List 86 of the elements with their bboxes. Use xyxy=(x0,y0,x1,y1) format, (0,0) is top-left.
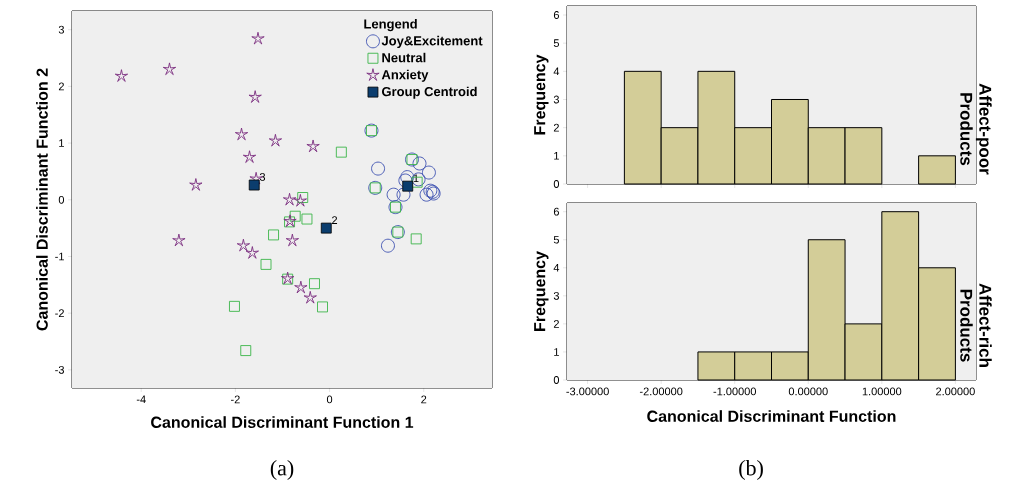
legend-label: Neutral xyxy=(382,52,426,63)
point xyxy=(172,233,186,247)
point xyxy=(303,290,317,304)
y-tick-label: 0 xyxy=(553,180,560,188)
point xyxy=(240,345,252,357)
point xyxy=(289,210,301,222)
y-tick-label: -2 xyxy=(55,309,64,317)
point xyxy=(421,165,436,180)
point xyxy=(162,62,177,76)
point xyxy=(229,300,240,312)
legend-title: Lengend xyxy=(364,18,417,32)
y-tick-label: 3 xyxy=(553,95,559,104)
point xyxy=(335,146,347,158)
point xyxy=(189,178,203,191)
point xyxy=(293,193,308,207)
point xyxy=(410,233,422,245)
point xyxy=(402,180,414,192)
x-tick-label: -2 xyxy=(230,395,240,404)
legend-label: Anxiety xyxy=(381,69,429,82)
point xyxy=(245,246,259,259)
y-tick-label: 3 xyxy=(58,25,64,34)
point xyxy=(248,90,262,103)
point xyxy=(114,69,129,82)
point xyxy=(412,156,427,171)
x-tick-label: -3.00000 xyxy=(566,387,609,396)
point xyxy=(260,258,272,270)
y-tick-label: 0 xyxy=(553,376,560,384)
x-tick-label: -2.00000 xyxy=(639,387,683,396)
x-axis-title: Canonical Discriminant Function 1 xyxy=(151,416,414,428)
x-tick-label: 0.00000 xyxy=(788,387,828,396)
y-axis-title: Frequency xyxy=(534,54,549,135)
y-tick-label: 1 xyxy=(554,348,559,356)
point xyxy=(268,133,283,147)
point xyxy=(320,222,332,234)
y-tick-label: 1 xyxy=(59,139,64,147)
text: (a) xyxy=(270,460,294,480)
point xyxy=(386,187,401,202)
x-tick-label: 2 xyxy=(421,395,427,404)
annotation: 1 xyxy=(413,174,419,182)
point xyxy=(419,187,434,202)
point xyxy=(236,238,251,252)
x-tick-label: 2.00000 xyxy=(936,387,975,396)
y-tick-label: 3 xyxy=(553,291,559,300)
point xyxy=(285,233,299,247)
point xyxy=(294,280,308,294)
point xyxy=(251,31,265,45)
y-tick-label: -3 xyxy=(55,365,64,374)
point xyxy=(309,278,320,290)
y-tick-label: 6 xyxy=(553,207,559,216)
y-tick-label: 4 xyxy=(553,264,560,272)
point xyxy=(381,238,395,253)
y-tick-label: 1 xyxy=(554,152,559,160)
legend-label: Group Centroid xyxy=(382,86,477,99)
y-tick-label: 6 xyxy=(553,11,559,19)
annotation: 2 xyxy=(332,216,338,224)
y-tick-label: 2 xyxy=(553,123,559,132)
x-tick-label: -4 xyxy=(136,395,146,404)
y-tick-label: 2 xyxy=(58,82,64,91)
point xyxy=(234,127,249,141)
point xyxy=(301,213,313,225)
point xyxy=(242,150,257,163)
y-tick-label: 5 xyxy=(553,39,559,48)
legend-label: Joy&Excitement xyxy=(381,35,483,48)
point xyxy=(317,301,328,313)
annotation: 3 xyxy=(259,173,266,181)
y-tick-label: 5 xyxy=(553,235,559,244)
y-tick-label: 2 xyxy=(553,320,559,328)
point xyxy=(297,192,309,203)
x-tick-label: 0 xyxy=(326,395,333,404)
y-tick-label: 4 xyxy=(553,67,560,76)
text: Affect-poor Products xyxy=(960,83,992,175)
y-axis-title: Frequency xyxy=(534,251,549,331)
point xyxy=(282,192,297,206)
point xyxy=(306,139,320,153)
x-tick-label: -1.00000 xyxy=(713,387,756,396)
point xyxy=(268,229,279,241)
text: Affect-rich Products xyxy=(960,283,992,367)
text: (b) xyxy=(739,460,763,480)
x-axis-title: Canonical Discriminant Function xyxy=(647,410,896,422)
y-tick-label: 0 xyxy=(58,195,65,204)
x-tick-label: 1.00000 xyxy=(862,387,902,396)
y-tick-label: -1 xyxy=(55,252,64,261)
point xyxy=(248,179,260,191)
point xyxy=(396,187,411,202)
point xyxy=(371,161,386,176)
y-axis-title: Canonical Discriminant Function 2 xyxy=(36,68,48,331)
